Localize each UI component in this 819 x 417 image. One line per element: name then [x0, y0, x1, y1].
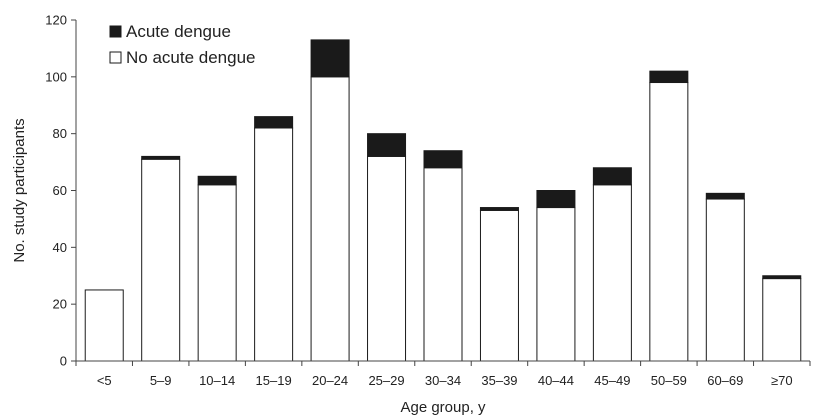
y-tick-label: 40 [53, 240, 67, 255]
bar-no-acute-dengue [705, 198, 745, 362]
bar-acute-dengue [197, 175, 237, 186]
x-tick-label: 10–14 [199, 373, 235, 388]
bar-no-acute-dengue [254, 127, 294, 362]
x-axis-label: Age group, y [400, 399, 486, 416]
y-tick-label: 120 [45, 13, 67, 28]
x-tick-label: 50–59 [651, 373, 687, 388]
y-tick-label: 60 [53, 183, 67, 198]
y-tick-label: 100 [45, 69, 67, 84]
bar-acute-dengue [536, 190, 576, 209]
y-tick-label: 80 [53, 126, 67, 141]
bar-no-acute-dengue [197, 184, 237, 362]
bar-no-acute-dengue [536, 207, 576, 362]
bar-acute-dengue [592, 167, 632, 186]
bar-acute-dengue [762, 275, 802, 280]
legend-label: Acute dengue [126, 22, 231, 41]
bar-no-acute-dengue [367, 155, 407, 362]
y-ticks-group: 0 20 40 60 80 100 120 [45, 13, 76, 369]
bars-group [84, 39, 802, 362]
x-tick-label: 25–29 [368, 373, 404, 388]
x-tick-label: <5 [97, 373, 112, 388]
bar-acute-dengue [423, 150, 463, 169]
bar-no-acute-dengue [592, 184, 632, 362]
legend-swatch [109, 25, 122, 38]
bar-acute-dengue [705, 192, 745, 200]
x-tick-label: ≥70 [771, 373, 793, 388]
bar-no-acute-dengue [84, 289, 124, 362]
x-tick-label: 45–49 [594, 373, 630, 388]
bar-no-acute-dengue [141, 158, 181, 362]
bar-acute-dengue [479, 207, 519, 211]
legend-label: No acute dengue [126, 48, 256, 67]
bar-acute-dengue [310, 39, 350, 78]
legend: Acute dengue No acute dengue [109, 22, 256, 67]
y-tick-label: 20 [53, 297, 67, 312]
bar-no-acute-dengue [310, 76, 350, 362]
x-tick-label: 5–9 [150, 373, 172, 388]
bar-acute-dengue [254, 116, 294, 129]
x-tick-label: 40–44 [538, 373, 574, 388]
y-tick-label: 0 [60, 354, 67, 369]
bar-acute-dengue [367, 133, 407, 157]
bar-no-acute-dengue [762, 278, 802, 362]
y-axis-label: No. study participants [11, 118, 28, 262]
bar-acute-dengue [141, 155, 181, 160]
bar-no-acute-dengue [423, 167, 463, 362]
x-tick-label: 60–69 [707, 373, 743, 388]
bar-no-acute-dengue [649, 82, 689, 362]
x-tick-label: 30–34 [425, 373, 461, 388]
legend-swatch [109, 51, 122, 64]
bar-no-acute-dengue [479, 209, 519, 362]
x-tick-label: 15–19 [256, 373, 292, 388]
x-tick-label: 20–24 [312, 373, 348, 388]
x-ticks-group: <5 5–9 10–14 15–19 20–24 25–29 30–34 35–39 40–44… [75, 361, 811, 388]
bar-acute-dengue [649, 70, 689, 84]
x-tick-label: 35–39 [481, 373, 517, 388]
